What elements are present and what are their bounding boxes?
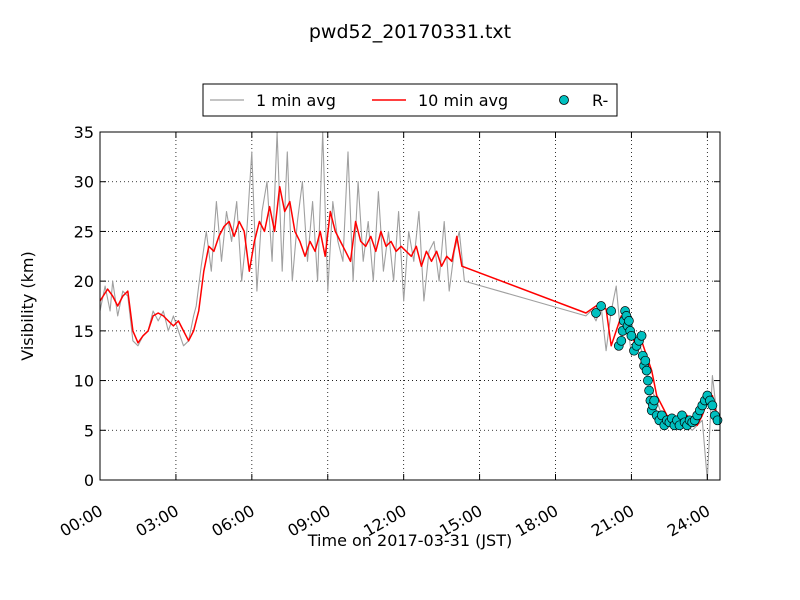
r-minus-point [626,330,637,341]
x-tick-label: 03:00 [132,501,181,541]
y-tick-label: 30 [74,173,94,192]
legend-box [202,83,618,117]
legend: 1 min avg 10 min avg R- [202,83,618,117]
y-tick-label: 15 [74,322,94,341]
x-tick-label: 00:00 [57,501,106,541]
y-tick-label: 35 [74,123,94,142]
y-tick-label: 0 [84,471,94,490]
legend-label-1min: 1 min avg [256,91,336,110]
y-tick-label: 5 [84,421,94,440]
y-tick-label: 20 [74,272,94,291]
tick-layer: 00:00 03:00 06:00 09:00 12:00 15:00 18:00 21:00… [57,123,720,541]
r-minus-point [596,301,606,311]
chart-title: pwd52_20170331.txt [309,21,511,43]
plot-frame-bg [100,132,720,480]
legend-label-10min: 10 min avg [418,91,508,110]
r-minus-point [606,306,617,316]
legend-marker-r [559,95,569,105]
x-tick-label: 18:00 [512,501,561,541]
r-minus-point [707,400,718,411]
r-minus-point [591,308,601,318]
y-tick-label: 25 [74,222,94,241]
r-minus-point [624,316,634,326]
y-tick-label: 10 [74,372,94,391]
r-minus-point [640,355,651,366]
plot-area: 00:00 03:00 06:00 09:00 12:00 15:00 18:00 21:00… [57,123,723,541]
x-tick-label: 06:00 [208,501,257,541]
x-tick-label: 24:00 [664,501,713,541]
r-minus-point [636,330,647,341]
r-minus-point [644,385,654,396]
r-minus-point [616,335,627,346]
marker-layer [591,301,723,431]
r-minus-point [643,375,653,386]
r-minus-point [712,415,723,426]
x-tick-label: 21:00 [588,501,637,541]
r-minus-point [649,395,660,406]
legend-label-r: R- [592,91,608,110]
y-axis-label: Visibility (km) [18,251,37,360]
r-minus-point [641,365,652,376]
plot-frame [99,131,721,481]
x-axis-label: Time on 2017-03-31 (JST) [307,531,512,550]
